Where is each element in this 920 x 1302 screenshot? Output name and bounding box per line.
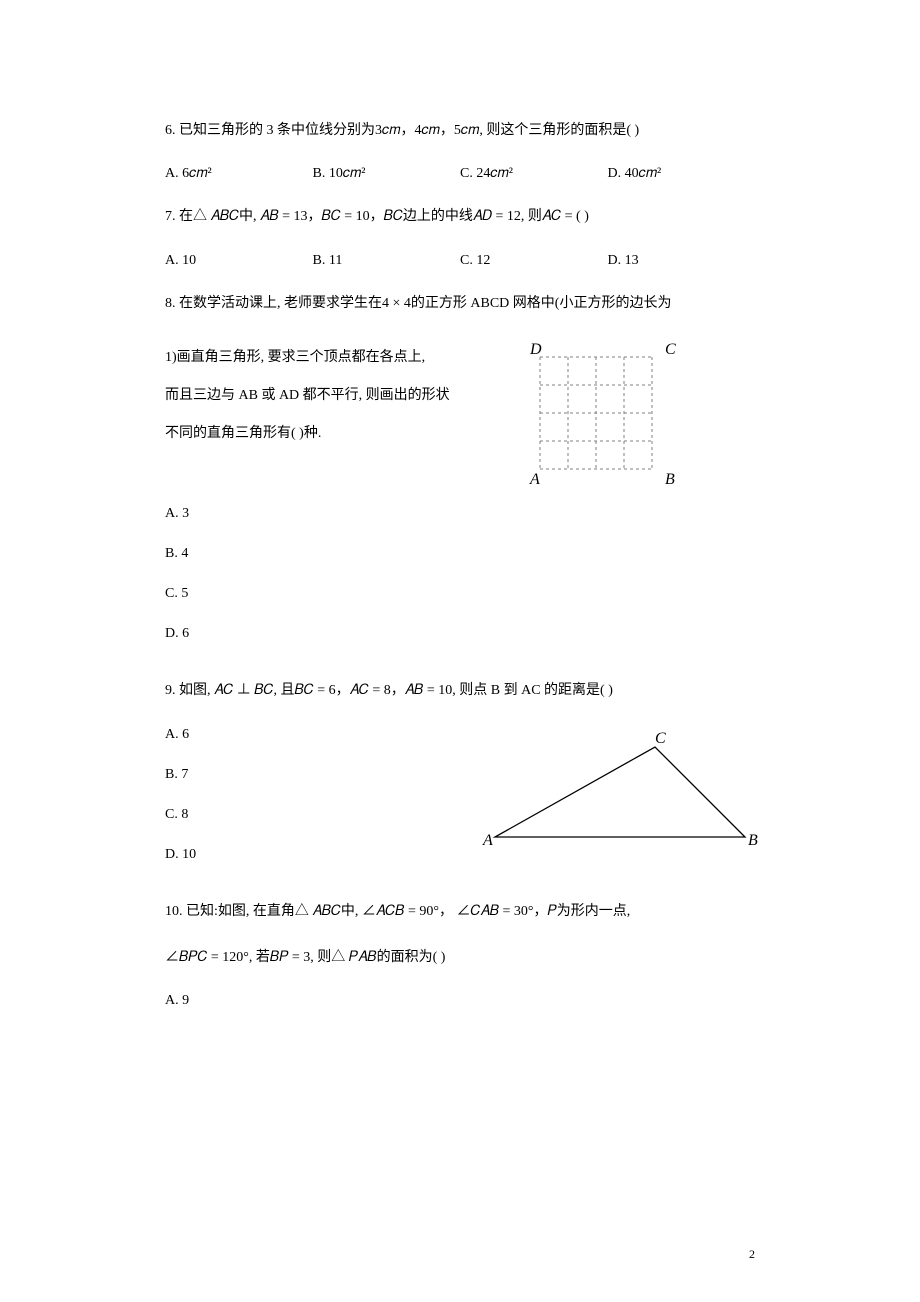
q9-opt-d: D. 10 (165, 847, 475, 863)
q9-text: A. 6 B. 7 C. 8 D. 10 (165, 727, 475, 887)
q7-opt-a: A. 10 (165, 253, 313, 269)
q9-figure: A B C (475, 727, 765, 862)
q8-line3: 不同的直角三角形有( )种. (165, 415, 510, 453)
q6-opt-a: A. 6𝑐𝑚² (165, 166, 313, 182)
q10-stem2: ∠𝐵𝑃𝐶 = 120°, 若𝐵𝑃 = 3, 则△ 𝑃𝐴𝐵的面积为( ) (165, 947, 755, 969)
q8-body: 1)画直角三角形, 要求三个顶点都在各点上, 而且三边与 AB 或 AD 都不平… (165, 339, 755, 494)
q8-opt-a: A. 3 (165, 506, 755, 522)
q7-stem: 7. 在△ 𝐴𝐵𝐶中, 𝐴𝐵 = 13，𝐵𝐶 = 10，𝐵𝐶边上的中线𝐴𝐷 = … (165, 206, 755, 228)
q9-opt-b: B. 7 (165, 767, 475, 783)
label-A2: A (482, 832, 493, 849)
label-C2: C (655, 730, 666, 747)
q7-opt-c: C. 12 (460, 253, 608, 269)
q8-line1: 1)画直角三角形, 要求三个顶点都在各点上, (165, 339, 510, 377)
q9-opt-c: C. 8 (165, 807, 475, 823)
q10-opt-a: A. 9 (165, 993, 755, 1009)
label-C: C (665, 341, 676, 358)
q7-options: A. 10 B. 11 C. 12 D. 13 (165, 253, 755, 269)
label-B: B (665, 471, 675, 488)
label-D: D (529, 341, 542, 358)
q7-opt-b: B. 11 (313, 253, 461, 269)
page: 6. 已知三角形的 3 条中位线分别为3𝑐𝑚，4𝑐𝑚，5𝑐𝑚, 则这个三角形的面… (0, 0, 920, 1302)
page-number: 2 (749, 1247, 755, 1262)
q6-stem: 6. 已知三角形的 3 条中位线分别为3𝑐𝑚，4𝑐𝑚，5𝑐𝑚, 则这个三角形的面… (165, 120, 755, 142)
q6-opt-b: B. 10𝑐𝑚² (313, 166, 461, 182)
q8-stem: 8. 在数学活动课上, 老师要求学生在4 × 4的正方形 ABCD 网格中(小正… (165, 293, 755, 315)
q8-figure: D C A B (510, 339, 695, 494)
q6-opt-d: D. 40𝑐𝑚² (608, 166, 756, 182)
q6-opt-c: C. 24𝑐𝑚² (460, 166, 608, 182)
q6-options: A. 6𝑐𝑚² B. 10𝑐𝑚² C. 24𝑐𝑚² D. 40𝑐𝑚² (165, 166, 755, 182)
label-A: A (529, 471, 540, 488)
q8-line2: 而且三边与 AB 或 AD 都不平行, 则画出的形状 (165, 377, 510, 415)
q8-opt-c: C. 5 (165, 586, 755, 602)
q8-opt-d: D. 6 (165, 626, 755, 642)
q10-stem1: 10. 已知:如图, 在直角△ 𝐴𝐵𝐶中, ∠𝐴𝐶𝐵 = 90°， ∠𝐶𝐴𝐵 =… (165, 901, 755, 923)
q8-text: 1)画直角三角形, 要求三个顶点都在各点上, 而且三边与 AB 或 AD 都不平… (165, 339, 510, 452)
grid-figure: D C A B (510, 339, 695, 489)
q8-opt-b: B. 4 (165, 546, 755, 562)
q9-stem: 9. 如图, 𝐴𝐶 ⊥ 𝐵𝐶, 且𝐵𝐶 = 6，𝐴𝐶 = 8，𝐴𝐵 = 10, … (165, 680, 755, 702)
q9-body: A. 6 B. 7 C. 8 D. 10 A B C (165, 727, 755, 887)
label-B2: B (748, 832, 758, 849)
q9-opt-a: A. 6 (165, 727, 475, 743)
triangle-figure: A B C (475, 727, 765, 857)
q7-opt-d: D. 13 (608, 253, 756, 269)
